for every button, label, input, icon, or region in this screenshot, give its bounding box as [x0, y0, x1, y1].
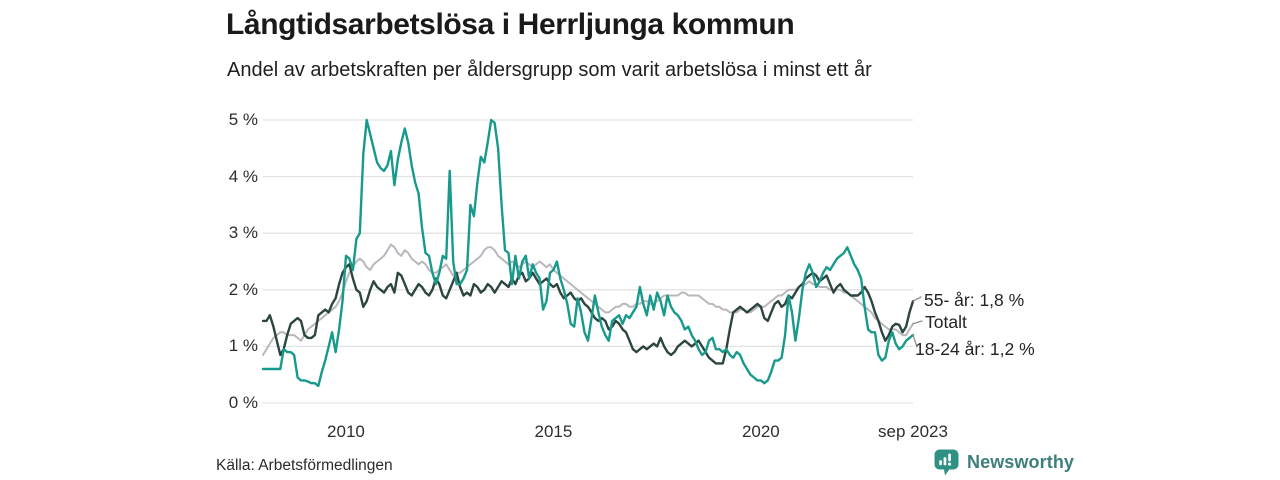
- series-label-totalt: Totalt: [925, 312, 967, 332]
- newsworthy-logo[interactable]: Newsworthy: [934, 449, 1074, 476]
- leader-line: [912, 320, 923, 325]
- leader-line: [912, 334, 918, 348]
- newsworthy-bubble-chart-icon: [934, 449, 959, 476]
- series-line-18-24-r: [261, 118, 915, 388]
- series-label-18-24-ar: 18-24 år: 1,2 %: [915, 339, 1035, 359]
- x-axis-tick-label: 2015: [534, 422, 573, 441]
- x-axis-tick-label: sep 2023: [878, 422, 948, 441]
- y-axis-tick-label: 2 %: [228, 279, 258, 299]
- y-axis-tick-label: 3 %: [228, 223, 258, 243]
- y-axis-tick-label: 0 %: [228, 393, 258, 412]
- leader-line: [912, 296, 922, 302]
- y-axis-tick-label: 5 %: [228, 110, 258, 129]
- source-attribution: Källa: Arbetsförmedlingen: [216, 457, 393, 474]
- x-axis-tick-label: 2010: [327, 422, 365, 441]
- y-axis-tick-label: 4 %: [228, 166, 258, 186]
- brand-name: Newsworthy: [967, 452, 1075, 472]
- page-subtitle: Andel av arbetskraften per åldersgrupp s…: [227, 59, 872, 81]
- y-axis-tick-label: 1 %: [228, 336, 258, 356]
- series-label-55-ar: 55- år: 1,8 %: [924, 290, 1025, 310]
- page-title: Långtidsarbetslösa i Herrljunga kommun: [226, 8, 795, 41]
- x-axis-tick-label: 2020: [741, 422, 780, 441]
